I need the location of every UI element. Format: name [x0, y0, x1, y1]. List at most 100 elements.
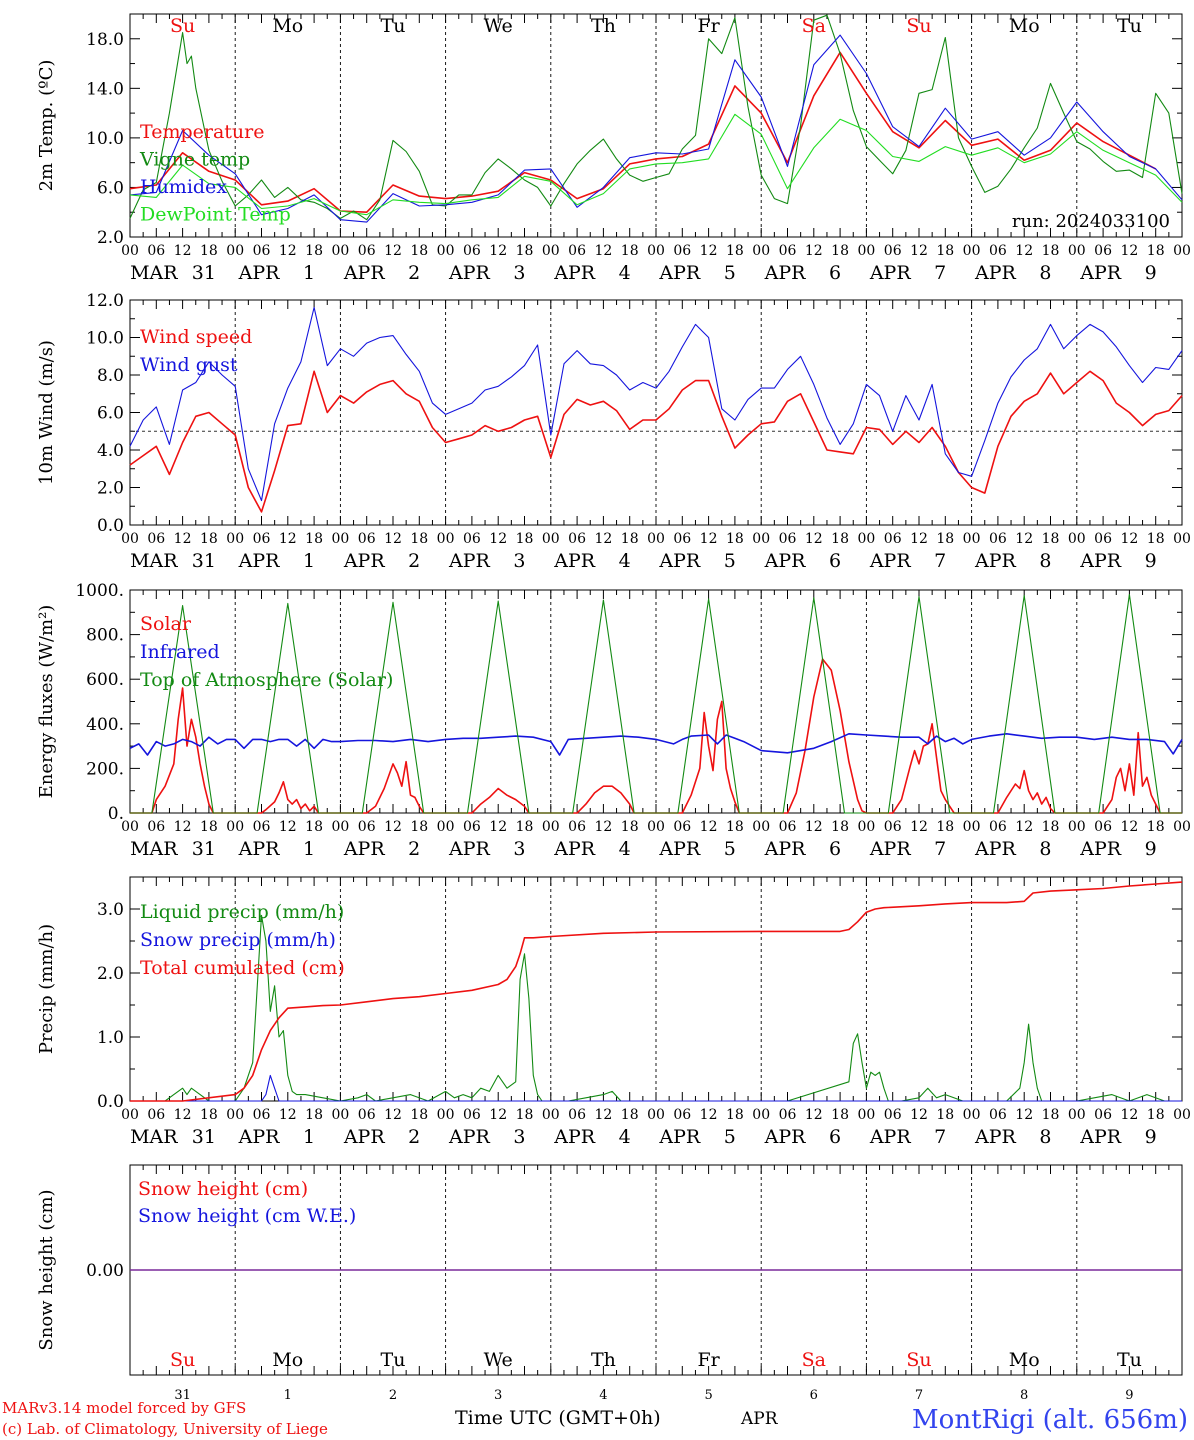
date-month-label: APR — [553, 1126, 596, 1148]
hour-tick-label: 12 — [489, 1107, 507, 1123]
date-day-label: 9 — [1145, 262, 1157, 284]
hour-tick-label: 12 — [1015, 243, 1033, 259]
date-month-label: APR — [448, 838, 491, 860]
date-month-label: APR — [974, 262, 1017, 284]
hour-tick-label: 00 — [857, 819, 875, 835]
hour-tick-label: 12 — [594, 531, 612, 547]
hour-tick-label: 12 — [805, 1107, 823, 1123]
date-day-label: 7 — [934, 838, 946, 860]
date-month-label: APR — [1079, 838, 1122, 860]
date-day-label: 9 — [1145, 838, 1157, 860]
weekday-label: Tu — [381, 15, 406, 37]
date-day-label: 1 — [303, 1126, 315, 1148]
hour-tick-label: 12 — [594, 1107, 612, 1123]
series-line-2 — [130, 881, 1183, 1102]
legend-entry: Wind gust — [140, 354, 238, 376]
footer-month: APR — [740, 1409, 779, 1429]
date-number-label: 1 — [284, 1388, 292, 1403]
date-month-label: APR — [448, 550, 491, 572]
hour-tick-label: 00 — [1068, 531, 1086, 547]
hour-tick-label: 18 — [936, 1107, 954, 1123]
date-day-label: 31 — [192, 838, 216, 860]
hour-tick-label: 06 — [989, 819, 1007, 835]
y-axis-label: Energy fluxes (W/m²) — [36, 605, 57, 799]
hour-tick-label: 12 — [489, 243, 507, 259]
hour-tick-label: 18 — [1042, 243, 1060, 259]
hour-tick-label: 18 — [936, 243, 954, 259]
hour-tick-label: 00 — [857, 243, 875, 259]
y-axis-label: 10m Wind (m/s) — [36, 340, 57, 485]
legend-entry: Humidex — [140, 176, 227, 198]
date-day-label: 2 — [408, 550, 420, 572]
date-month-label: APR — [869, 1126, 912, 1148]
hour-tick-label: 12 — [910, 531, 928, 547]
hour-tick-label: 06 — [463, 243, 481, 259]
date-month-label: APR — [974, 550, 1017, 572]
legend-entry: Total cumulated (cm) — [140, 957, 345, 979]
y-axis-label: 2m Temp. (ºC) — [36, 60, 57, 192]
y-axis-label: Precip (mm/h) — [36, 924, 57, 1054]
series-line-2 — [130, 593, 1182, 814]
hour-tick-label: 18 — [621, 1107, 639, 1123]
date-day-label: 4 — [619, 838, 631, 860]
hour-tick-label: 00 — [121, 243, 139, 259]
hour-tick-label: 18 — [410, 1107, 428, 1123]
hour-tick-label: 06 — [884, 1107, 902, 1123]
hour-tick-label: 12 — [700, 1107, 718, 1123]
date-day-label: 4 — [619, 1126, 631, 1148]
date-day-label: 31 — [192, 550, 216, 572]
hour-tick-label: 06 — [673, 1107, 691, 1123]
series-line-2 — [129, 34, 1183, 223]
y-tick-label: 1.0 — [97, 1028, 124, 1048]
date-day-label: 3 — [513, 550, 525, 572]
legend-entry: Liquid precip (mm/h) — [140, 901, 344, 923]
series-line-0 — [129, 370, 1183, 513]
hour-tick-label: 00 — [647, 531, 665, 547]
hour-tick-label: 12 — [174, 819, 192, 835]
hour-tick-label: 00 — [121, 531, 139, 547]
hour-tick-label: 12 — [279, 819, 297, 835]
hour-tick-label: 06 — [463, 819, 481, 835]
y-tick-label: 0.0 — [97, 516, 124, 536]
hour-tick-label: 18 — [726, 819, 744, 835]
hour-tick-label: 06 — [673, 819, 691, 835]
hour-tick-label: 00 — [963, 531, 981, 547]
hour-tick-label: 06 — [989, 243, 1007, 259]
date-month-label: APR — [1079, 550, 1122, 572]
legend-entry: Snow height (cm W.E.) — [138, 1205, 356, 1227]
date-month-label: APR — [238, 838, 281, 860]
hour-tick-label: 06 — [568, 1107, 586, 1123]
date-month-label: MAR — [130, 1126, 178, 1148]
date-number-label: 4 — [599, 1388, 607, 1403]
legend-entry: Temperature — [140, 121, 264, 143]
date-day-label: 6 — [829, 550, 841, 572]
date-day-label: 9 — [1145, 1126, 1157, 1148]
weekday-label: Mo — [272, 15, 303, 37]
hour-tick-label: 12 — [174, 1107, 192, 1123]
weekday-label: Tu — [1117, 15, 1142, 37]
hour-tick-label: 00 — [226, 1107, 244, 1123]
hour-tick-label: 18 — [726, 1107, 744, 1123]
hour-tick-label: 18 — [410, 243, 428, 259]
hour-tick-label: 00 — [331, 1107, 349, 1123]
hour-tick-label: 12 — [1015, 1107, 1033, 1123]
hour-tick-label: 00 — [331, 819, 349, 835]
hour-tick-label: 00 — [1173, 243, 1191, 259]
hour-tick-label: 06 — [1094, 243, 1112, 259]
hour-tick-label: 18 — [305, 243, 323, 259]
hour-tick-label: 18 — [305, 819, 323, 835]
series-line-1 — [129, 306, 1183, 502]
date-month-label: APR — [343, 550, 386, 572]
hour-tick-label: 00 — [752, 819, 770, 835]
hour-tick-label: 00 — [1068, 243, 1086, 259]
date-day-label: 5 — [724, 1126, 736, 1148]
legend-entry: Solar — [140, 613, 192, 635]
y-tick-label: 8.0 — [97, 366, 124, 386]
hour-tick-label: 06 — [779, 243, 797, 259]
y-tick-label: 6.0 — [97, 404, 124, 424]
y-tick-label: 1000. — [75, 581, 124, 601]
date-month-label: MAR — [130, 838, 178, 860]
date-day-label: 2 — [408, 1126, 420, 1148]
date-month-label: APR — [658, 262, 701, 284]
hour-tick-label: 00 — [226, 243, 244, 259]
